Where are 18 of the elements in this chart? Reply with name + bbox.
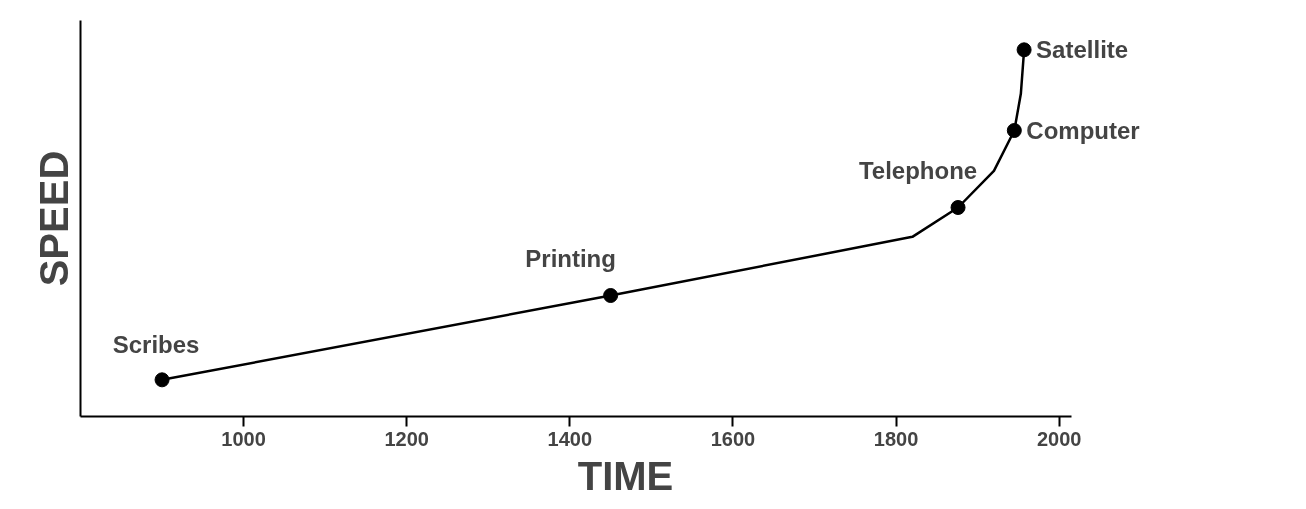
- annotation: Satellite: [1036, 36, 1129, 64]
- x-tick-label: 1800: [873, 427, 919, 450]
- annotation: Scribes: [112, 330, 200, 358]
- x-tick-label: 2000: [1036, 427, 1082, 450]
- point: [1006, 123, 1022, 138]
- point: [950, 200, 966, 215]
- annotation: Telephone: [858, 156, 978, 184]
- x-axis-title: TIME: [577, 453, 674, 498]
- x-tick-label: 1600: [710, 427, 756, 450]
- annotation: Computer: [1026, 117, 1140, 144]
- x-tick-label: 1000: [221, 427, 266, 450]
- point: [1016, 42, 1032, 58]
- x-tick-label: 1400: [547, 427, 593, 450]
- annotation: Printing: [525, 244, 616, 272]
- point: [154, 372, 170, 388]
- y-axis-title: SPEED: [31, 150, 76, 287]
- x-tick-label: 1200: [384, 427, 429, 450]
- point: [603, 288, 619, 303]
